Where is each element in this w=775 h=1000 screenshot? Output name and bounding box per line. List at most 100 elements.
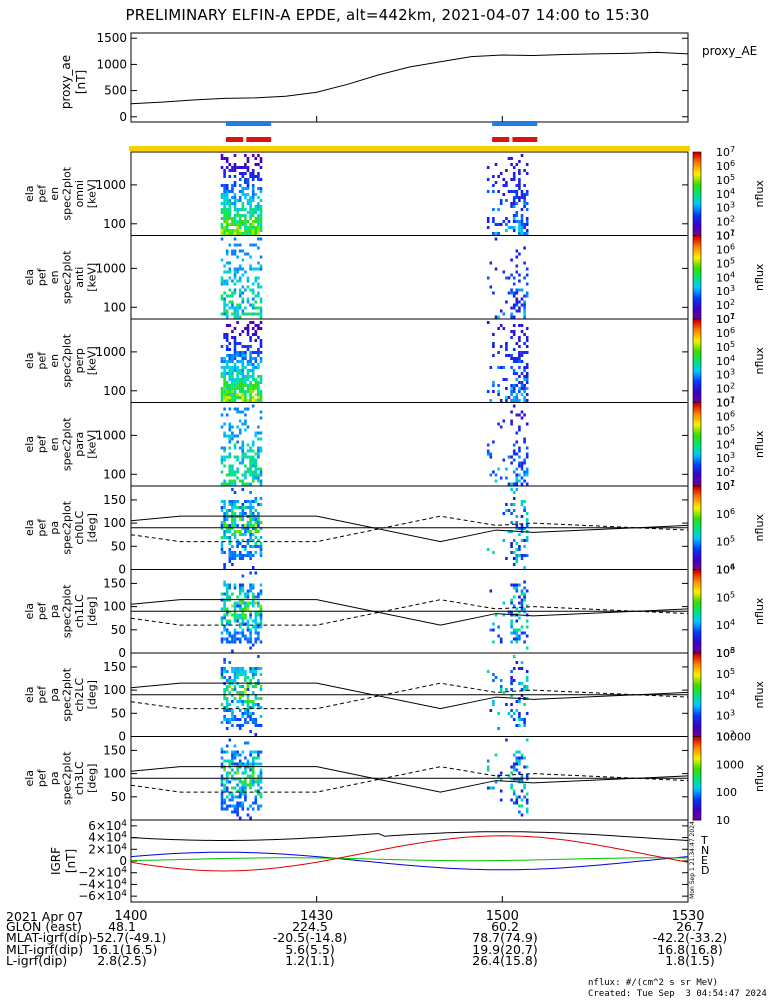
spectrogram-pixel: [225, 780, 229, 784]
spectrogram-pixel: [259, 166, 263, 169]
spectrogram-pixel: [249, 455, 252, 459]
spectrogram-ylabel: anti: [73, 267, 86, 288]
colorbar-tick-label: 107: [716, 145, 735, 159]
spectrogram-ylabel: [keV]: [86, 179, 99, 208]
spectrogram-pixel: [523, 387, 526, 390]
spectrogram-pixel: [238, 384, 242, 387]
spectrogram-pixel: [246, 607, 250, 611]
spectrogram-pixel: [246, 589, 250, 593]
spectrogram-pixel: [238, 780, 242, 784]
spectrogram-pixel: [510, 771, 513, 775]
colorbar-tick-label: 107: [716, 479, 735, 493]
spectrogram-pixel: [251, 768, 255, 772]
spectrogram-pixel: [228, 205, 232, 208]
spectrogram-pixel: [223, 282, 226, 286]
spectrogram-pixel: [225, 527, 229, 530]
spectrogram-pixel: [236, 303, 239, 307]
spectrogram-pixel: [223, 706, 226, 709]
spectrogram-pixel: [520, 226, 524, 229]
spectrogram-pixel: [238, 172, 242, 175]
spectrogram-pixel: [257, 753, 260, 757]
colorbar-tick-label: 106: [716, 159, 735, 173]
spectrogram-pixel: [238, 727, 242, 730]
spectrogram-pixel: [251, 601, 255, 605]
spectrogram-pixel: [512, 199, 516, 202]
spectrogram-pixel: [236, 691, 239, 694]
spectrogram-pixel: [241, 694, 245, 697]
spectrogram-pixel: [518, 279, 521, 283]
spectrogram-pixel: [244, 399, 247, 402]
spectrogram-pixel: [254, 518, 258, 521]
spectrogram-pixel: [231, 390, 234, 393]
spectrogram-pixel: [244, 721, 247, 724]
colorbar-segment: [693, 761, 701, 765]
spectrogram-pixel: [518, 554, 521, 557]
spectrogram-pixel: [244, 226, 247, 229]
x-tick-label: 1500: [486, 909, 519, 924]
spectrogram-pixel: [231, 667, 234, 670]
spectrogram-pixel: [525, 765, 529, 769]
spectrogram-pixel: [505, 396, 508, 399]
spectrogram-pixel: [238, 410, 242, 414]
spectrogram-pixel: [244, 473, 247, 477]
spectrogram-pixel: [251, 700, 255, 703]
spectrogram-pixel: [257, 762, 260, 766]
spectrogram-pixel: [238, 190, 242, 193]
spectrogram-pixel: [246, 375, 250, 378]
spectrogram-pixel: [523, 610, 526, 614]
spectrogram-pixel: [223, 407, 226, 411]
spectrogram-pixel: [228, 536, 232, 539]
spectrogram-pixel: [515, 270, 519, 274]
colorbar-segment: [693, 500, 701, 504]
spectrogram-pixel: [510, 399, 513, 402]
spectrogram-ytick-label: 100: [103, 217, 126, 231]
spectrogram-pixel: [244, 771, 247, 775]
spectrogram-pixel: [241, 503, 245, 506]
spectrogram-pixel: [251, 351, 255, 354]
spectrogram-pixel: [220, 226, 224, 229]
spectrogram-pixel: [236, 789, 239, 793]
spectrogram-pixel: [251, 774, 255, 778]
spectrogram-pixel: [510, 258, 513, 262]
spectrogram-pixel: [510, 545, 513, 548]
spectrogram-pixel: [228, 557, 232, 560]
spectrogram-pixel: [251, 193, 255, 196]
spectrogram-pixel: [497, 223, 500, 226]
colorbar-segment: [693, 433, 701, 437]
spectrogram-pixel: [228, 542, 232, 545]
spectrogram-pixel: [489, 628, 493, 632]
spectrogram-pixel: [486, 217, 490, 220]
spectrogram-pixel: [244, 688, 247, 691]
spectrogram-pixel: [499, 679, 503, 682]
colorbar-tick-label: 10: [716, 814, 730, 827]
spectrogram-pixel: [236, 604, 239, 608]
colorbar-segment: [693, 577, 701, 581]
spectrogram-pixel: [510, 315, 513, 319]
spectrogram-pixel: [523, 592, 526, 596]
colorbar-segment: [693, 189, 701, 193]
spectrogram-pixel: [231, 306, 234, 310]
proxy-ae-ylabel: proxy_ae: [59, 55, 73, 109]
spectrogram-pixel: [515, 482, 519, 486]
spectrogram-pixel: [251, 172, 255, 175]
spectrogram-pixel: [525, 634, 529, 638]
spectrogram-pixel: [236, 750, 239, 754]
spectrogram-pixel: [223, 750, 226, 754]
spectrogram-pixel: [515, 759, 519, 763]
spectrogram-pixel: [233, 381, 237, 384]
spectrogram-pixel: [241, 354, 245, 357]
colorbar-segment: [693, 166, 701, 170]
spectrogram-pixel: [228, 721, 232, 724]
spectrogram-pixel: [228, 640, 232, 644]
spectrogram-pixel: [510, 455, 513, 459]
spectrogram-pixel: [486, 166, 490, 169]
spectrogram-pixel: [236, 506, 239, 509]
spectrogram-pixel: [249, 473, 252, 477]
spectrogram-pixel: [233, 557, 237, 560]
spectrogram-pixel: [238, 792, 242, 796]
spectrogram-pixel: [233, 604, 237, 608]
spectrogram-pixel: [515, 628, 519, 632]
spectrogram-pixel: [233, 390, 237, 393]
colorbar-segment: [693, 400, 701, 403]
spectrogram-pixel: [249, 384, 252, 387]
